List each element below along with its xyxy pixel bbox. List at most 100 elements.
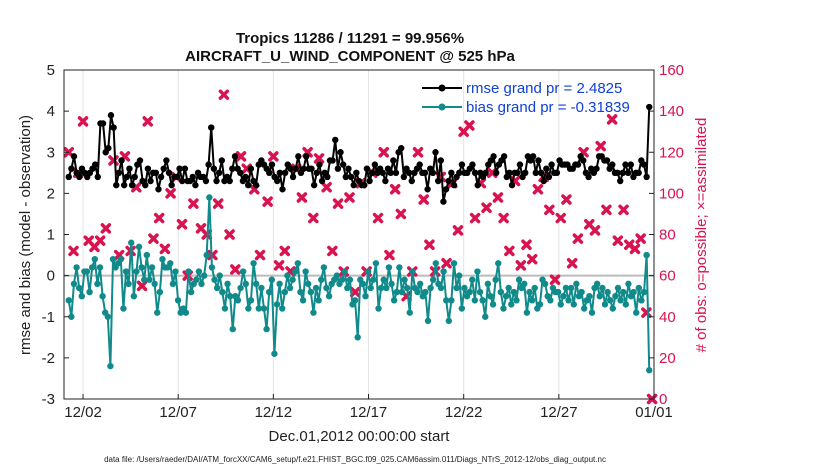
- bias-point: [247, 297, 255, 304]
- rmse-point: [506, 169, 513, 177]
- rmse-point: [68, 165, 75, 172]
- bias-point: [338, 276, 346, 283]
- rmse-point: [113, 181, 120, 189]
- obs-count-marker: [159, 243, 171, 255]
- x-tick-label: 12/02: [64, 404, 102, 421]
- y2-tick-label: 20: [659, 350, 676, 367]
- x-tick-label: 01/01: [635, 404, 673, 421]
- bias-point: [320, 264, 328, 271]
- plot-frame: [63, 69, 655, 400]
- rmse-point: [474, 181, 481, 189]
- bias-point: [601, 301, 609, 308]
- bias-point: [620, 288, 627, 296]
- rmse-point: [646, 103, 653, 111]
- bias-point: [185, 268, 192, 275]
- rmse-point: [450, 181, 458, 189]
- rmse-point: [400, 173, 408, 181]
- bias-point: [167, 260, 174, 267]
- bias-point: [640, 288, 648, 296]
- rmse-point: [91, 161, 99, 168]
- bias-point: [536, 301, 544, 308]
- y2-tick-label: 120: [659, 144, 684, 161]
- obs-count-marker: [601, 204, 612, 216]
- bias-point: [375, 305, 382, 312]
- bias-point: [221, 305, 229, 312]
- bias-point: [174, 297, 182, 304]
- bias-point: [216, 272, 223, 279]
- bias-point: [341, 268, 348, 275]
- bias-point: [242, 280, 249, 288]
- rmse-point: [424, 186, 431, 193]
- y-axis-label: rmse and bias (model - observation): [17, 115, 34, 355]
- rmse-point: [366, 177, 373, 185]
- rmse-point: [387, 169, 394, 177]
- rmse-point: [532, 169, 539, 177]
- bias-point: [461, 284, 468, 292]
- bias-point: [469, 276, 476, 283]
- y-tick-label: 1: [47, 227, 55, 244]
- y2-tick-label: 160: [659, 62, 684, 79]
- obs-count-marker: [165, 188, 176, 199]
- bias-point: [279, 305, 286, 312]
- obs-count-marker: [212, 198, 224, 209]
- bias-point: [646, 367, 653, 374]
- bias-point: [440, 268, 447, 275]
- bias-point: [312, 284, 320, 292]
- y2-tick-label: 40: [659, 309, 676, 326]
- bias-point: [635, 284, 643, 292]
- bias-point: [138, 264, 145, 271]
- bias-point: [560, 292, 567, 300]
- bias-point: [294, 260, 302, 267]
- obs-count-marker: [561, 194, 572, 205]
- bias-point: [276, 280, 283, 288]
- bias-point: [141, 276, 148, 283]
- rmse-point: [316, 161, 323, 168]
- rmse-point: [276, 169, 284, 177]
- rmse-point: [342, 173, 350, 181]
- rmse-point: [574, 161, 582, 168]
- rmse-point: [614, 169, 621, 177]
- rmse-point: [440, 198, 447, 205]
- data-file-footnote: data file: /Users/raeder/DAI/ATM_forcXX/…: [104, 455, 606, 464]
- obs-count-marker: [418, 194, 429, 205]
- rmse-point: [347, 173, 355, 181]
- rmse-point: [136, 157, 144, 164]
- rmse-point: [226, 177, 233, 185]
- legend-rmse-label: rmse grand pr = 2.4825: [466, 80, 622, 97]
- bias-point: [78, 292, 85, 300]
- rmse-point: [303, 153, 310, 160]
- bias-point: [526, 288, 533, 296]
- rmse-point: [458, 161, 466, 168]
- rmse-point: [215, 169, 223, 177]
- bias-point: [315, 297, 322, 304]
- grid: [82, 70, 655, 399]
- rmse-point: [120, 181, 128, 189]
- chart-title-line2: AIRCRAFT_U_WIND_COMPONENT @ 525 hPa: [185, 48, 515, 65]
- legend-bias-label: bias grand pr = -0.31839: [466, 99, 630, 116]
- obs-count-marker: [566, 258, 578, 269]
- y-tick-label: 5: [47, 62, 55, 79]
- y-tick-label: -1: [42, 309, 55, 326]
- bias-point: [497, 288, 505, 296]
- rmse-point: [242, 173, 249, 181]
- x-tick-label: 12/22: [445, 404, 483, 421]
- bias-point: [547, 297, 554, 304]
- y-tick-label: 2: [47, 185, 55, 202]
- rmse-point: [189, 173, 196, 181]
- rmse-point: [332, 136, 339, 144]
- rmse-point: [392, 169, 400, 177]
- bias-point: [570, 301, 577, 308]
- rmse-point: [289, 173, 297, 181]
- rmse-point: [345, 165, 352, 172]
- bias-point: [367, 284, 374, 292]
- bias-point: [302, 268, 309, 275]
- rmse-point: [160, 165, 167, 172]
- bias-point: [588, 309, 596, 316]
- bias-point: [265, 288, 273, 296]
- bias-point: [125, 280, 132, 288]
- rmse-point: [622, 161, 629, 168]
- bias-point: [86, 288, 93, 296]
- rmse-point: [643, 173, 650, 181]
- bias-point: [432, 260, 439, 267]
